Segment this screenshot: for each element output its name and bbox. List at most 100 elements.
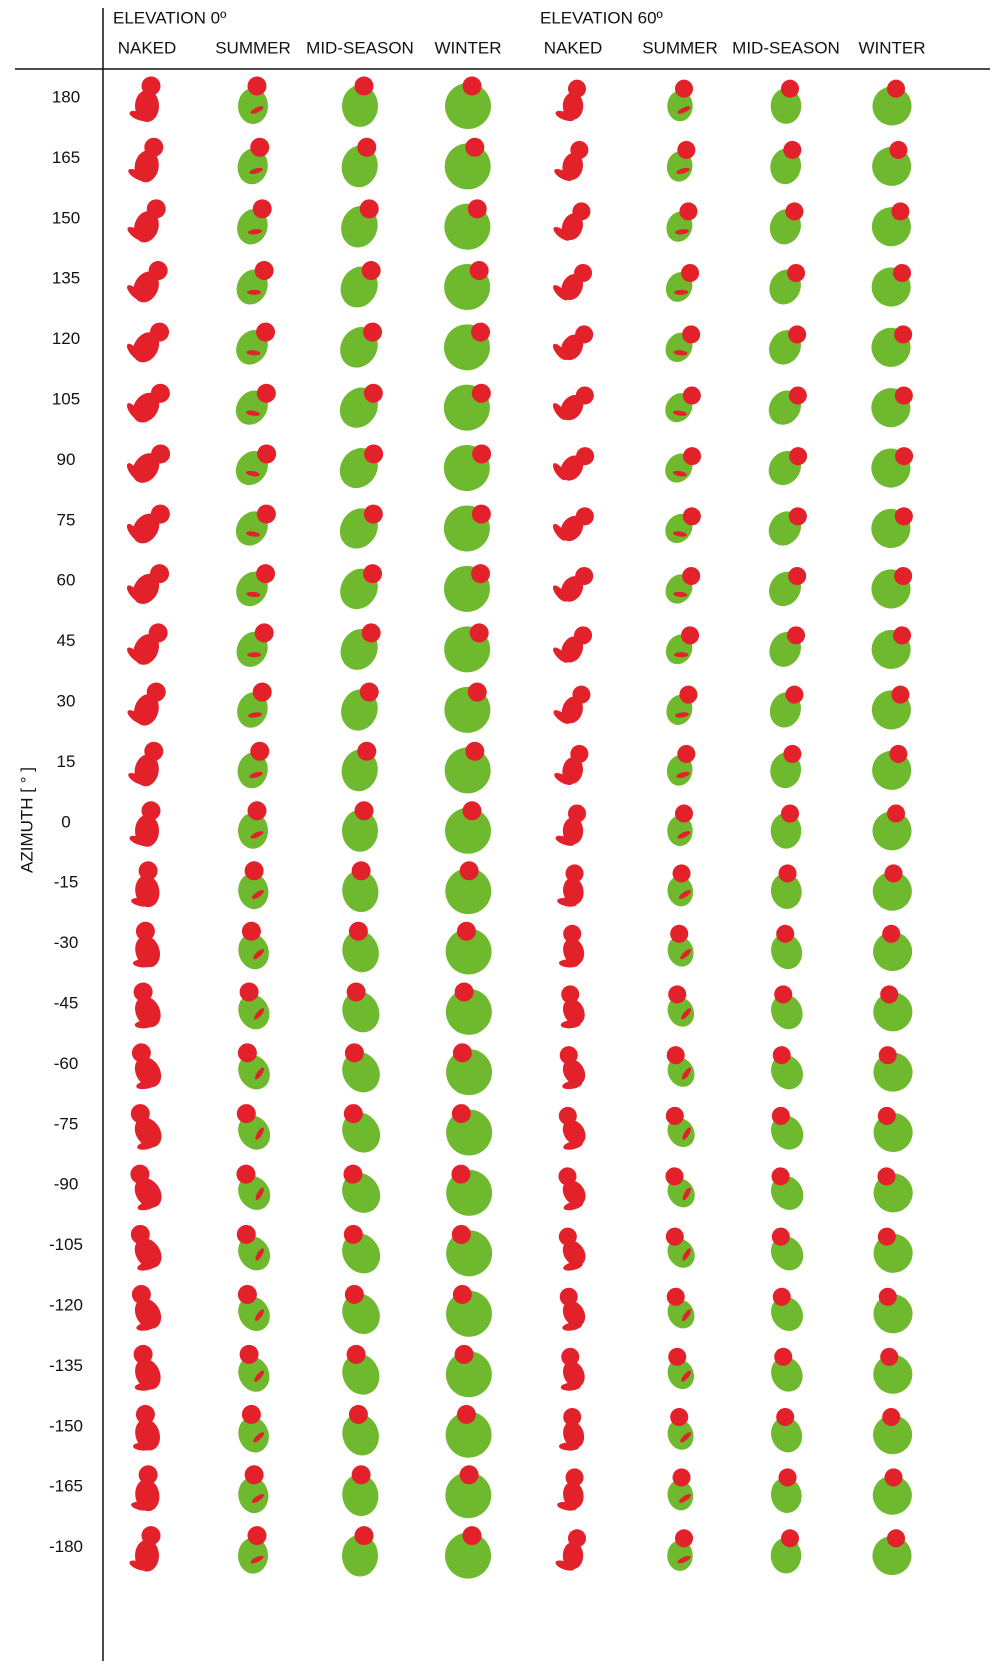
head: [682, 325, 701, 344]
limb: [672, 470, 687, 477]
head: [247, 76, 267, 96]
silhouette: [238, 1526, 268, 1574]
head: [354, 1526, 374, 1546]
silhouette: [235, 383, 276, 425]
body: [443, 505, 490, 552]
head: [343, 1164, 363, 1184]
head: [565, 864, 584, 883]
group-title: ELEVATION 0º: [113, 8, 226, 27]
silhouette: [665, 507, 701, 544]
limb: [247, 289, 262, 295]
silhouette: [237, 741, 270, 789]
limb: [126, 523, 141, 541]
head: [357, 137, 377, 157]
silhouette: [667, 924, 694, 967]
silhouette: [769, 202, 804, 245]
head: [467, 682, 487, 702]
head: [882, 1407, 901, 1427]
head: [778, 1468, 797, 1487]
body: [342, 1474, 379, 1517]
head: [878, 1287, 897, 1306]
head: [665, 1227, 684, 1246]
head: [558, 1167, 577, 1186]
head: [788, 507, 807, 526]
body: [238, 1236, 271, 1271]
silhouette: [236, 623, 274, 667]
silhouette: [558, 924, 585, 968]
row-label: 30: [57, 691, 76, 710]
head: [361, 261, 381, 281]
head: [343, 1104, 363, 1124]
head: [141, 1526, 161, 1546]
head: [774, 985, 793, 1004]
head: [452, 1284, 472, 1304]
silhouette: [666, 1287, 695, 1329]
silhouette: [129, 76, 161, 122]
silhouette: [560, 1347, 585, 1391]
head: [452, 1043, 472, 1063]
head: [894, 325, 913, 344]
head: [451, 1164, 471, 1184]
silhouette: [667, 1347, 695, 1390]
silhouette: [237, 1284, 270, 1332]
limb: [676, 771, 690, 779]
silhouette: [443, 504, 491, 552]
silhouette: [558, 1106, 586, 1150]
body: [342, 1051, 380, 1093]
head: [884, 1468, 903, 1487]
silhouette: [236, 1104, 271, 1150]
limb: [555, 110, 575, 122]
body: [342, 1534, 378, 1577]
silhouette: [871, 507, 913, 549]
limb: [678, 1494, 691, 1503]
head: [666, 1287, 685, 1306]
limb: [554, 773, 573, 785]
head: [236, 1104, 256, 1124]
limb: [554, 169, 573, 181]
head: [354, 76, 374, 96]
silhouette: [132, 1404, 161, 1451]
body: [445, 807, 491, 854]
silhouette: [236, 322, 276, 365]
body: [873, 1354, 913, 1394]
limb: [676, 167, 690, 175]
limb: [673, 591, 688, 597]
limb: [253, 1432, 265, 1443]
row-label: -90: [54, 1175, 79, 1194]
silhouette: [873, 924, 913, 972]
silhouette: [768, 507, 807, 546]
silhouette: [236, 564, 276, 607]
body: [238, 1054, 270, 1090]
silhouette: [559, 1046, 586, 1090]
limb: [134, 1020, 155, 1029]
body: [872, 86, 912, 126]
head: [236, 1164, 256, 1184]
body: [443, 445, 490, 492]
silhouette: [130, 1164, 162, 1211]
silhouette: [342, 1043, 380, 1093]
limb: [132, 959, 153, 968]
limb: [552, 523, 567, 541]
row-label: 45: [57, 631, 76, 650]
limb: [255, 1127, 264, 1140]
silhouette: [770, 1227, 804, 1271]
head: [462, 1526, 482, 1546]
head: [891, 202, 910, 221]
silhouette: [127, 623, 168, 665]
limb: [136, 1322, 157, 1331]
silhouette: [444, 682, 491, 733]
head: [247, 801, 267, 821]
body: [135, 935, 161, 968]
silhouette: [130, 1224, 162, 1271]
limb: [127, 285, 143, 301]
silhouette: [339, 504, 383, 549]
body: [238, 994, 270, 1030]
body: [342, 1293, 380, 1335]
silhouette: [872, 744, 912, 790]
head: [877, 1167, 896, 1186]
head: [256, 504, 276, 524]
silhouette: [873, 1287, 913, 1334]
silhouette: [238, 861, 269, 910]
head: [148, 623, 168, 643]
body: [443, 565, 490, 612]
